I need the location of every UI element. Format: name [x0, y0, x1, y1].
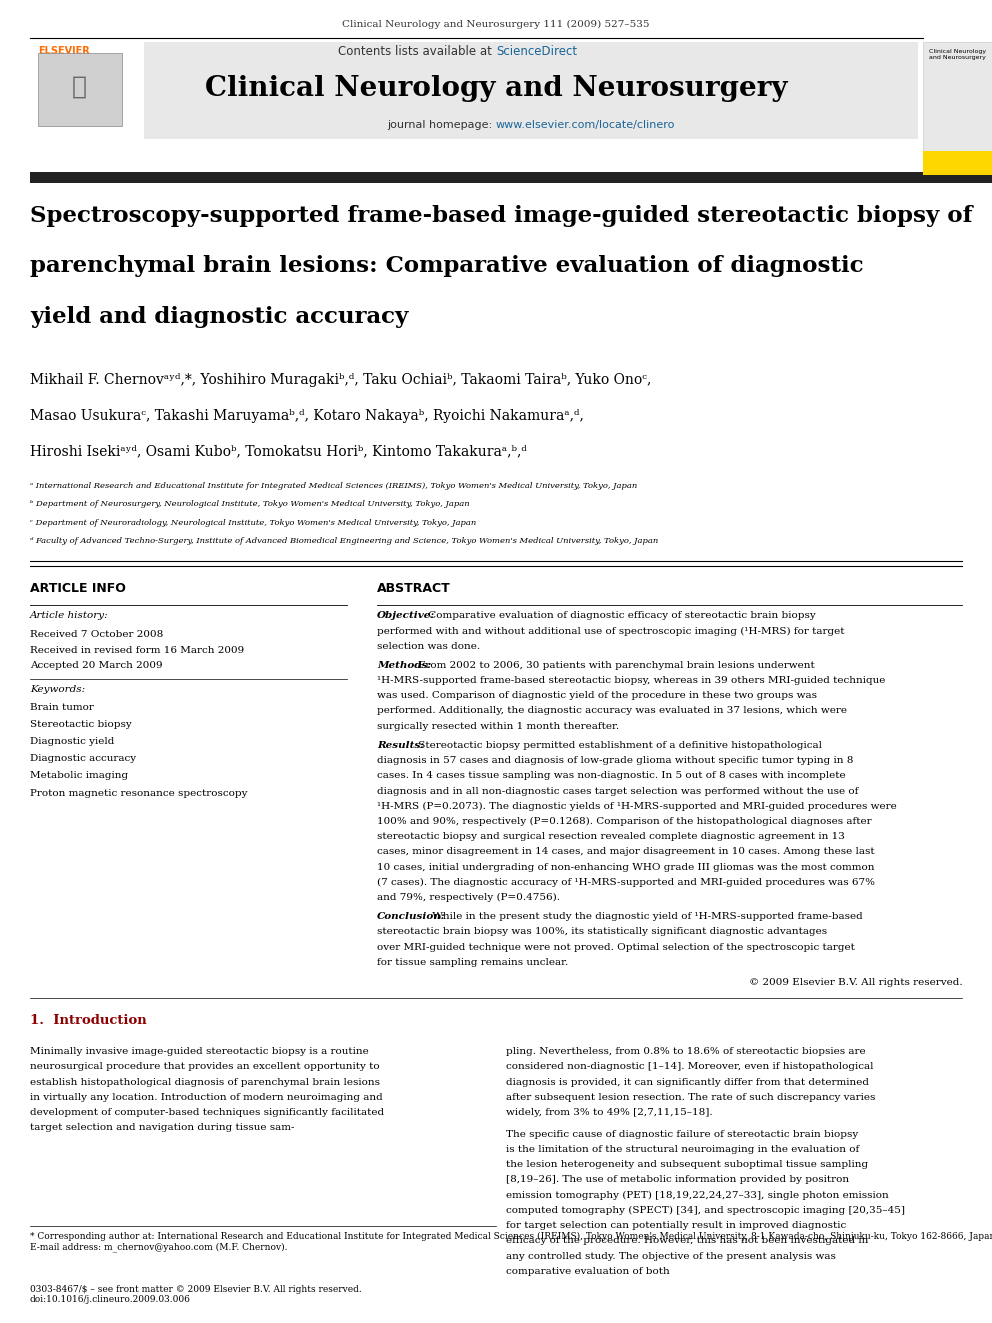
Text: Mikhail F. Chernovᵃʸᵈ,*, Yoshihiro Muragakiᵇ,ᵈ, Taku Ochiaiᵇ, Takaomi Tairaᵇ, Yu: Mikhail F. Chernovᵃʸᵈ,*, Yoshihiro Murag…: [30, 373, 651, 388]
Text: selection was done.: selection was done.: [377, 642, 480, 651]
Text: for target selection can potentially result in improved diagnostic: for target selection can potentially res…: [506, 1221, 846, 1230]
Text: target selection and navigation during tissue sam-: target selection and navigation during t…: [30, 1123, 295, 1132]
Text: the lesion heterogeneity and subsequent suboptimal tissue sampling: the lesion heterogeneity and subsequent …: [506, 1160, 868, 1170]
Text: Brain tumor: Brain tumor: [30, 703, 93, 712]
FancyBboxPatch shape: [69, 42, 918, 139]
Text: Clinical Neurology and Neurosurgery: Clinical Neurology and Neurosurgery: [204, 75, 788, 102]
Text: stereotactic biopsy and surgical resection revealed complete diagnostic agreemen: stereotactic biopsy and surgical resecti…: [377, 832, 845, 841]
Text: yield and diagnostic accuracy: yield and diagnostic accuracy: [30, 306, 408, 328]
Text: ¹H-MRS (P=0.2073). The diagnostic yields of ¹H-MRS-supported and MRI-guided proc: ¹H-MRS (P=0.2073). The diagnostic yields…: [377, 802, 897, 811]
Text: Spectroscopy-supported frame-based image-guided stereotactic biopsy of: Spectroscopy-supported frame-based image…: [30, 205, 972, 228]
Text: over MRI-guided technique were not proved. Optimal selection of the spectroscopi: over MRI-guided technique were not prove…: [377, 942, 855, 951]
Text: Contents lists available at: Contents lists available at: [338, 45, 496, 58]
Text: 🌳: 🌳: [71, 75, 87, 99]
Text: 1.  Introduction: 1. Introduction: [30, 1015, 147, 1027]
Text: [8,19–26]. The use of metabolic information provided by positron: [8,19–26]. The use of metabolic informat…: [506, 1176, 849, 1184]
Text: Results:: Results:: [377, 741, 425, 750]
Text: cases. In 4 cases tissue sampling was non-diagnostic. In 5 out of 8 cases with i: cases. In 4 cases tissue sampling was no…: [377, 771, 845, 781]
Text: Diagnostic accuracy: Diagnostic accuracy: [30, 754, 136, 763]
FancyBboxPatch shape: [30, 172, 992, 183]
Text: stereotactic brain biopsy was 100%, its statistically significant diagnostic adv: stereotactic brain biopsy was 100%, its …: [377, 927, 827, 937]
Text: in virtually any location. Introduction of modern neuroimaging and: in virtually any location. Introduction …: [30, 1093, 383, 1102]
Text: Masao Usukuraᶜ, Takashi Maruyamaᵇ,ᵈ, Kotaro Nakayaᵇ, Ryoichi Nakamuraᵃ,ᵈ,: Masao Usukuraᶜ, Takashi Maruyamaᵇ,ᵈ, Kot…: [30, 409, 583, 423]
Text: ᵇ Department of Neurosurgery, Neurological Institute, Tokyo Women's Medical Univ: ᵇ Department of Neurosurgery, Neurologic…: [30, 500, 469, 508]
Text: 10 cases, initial undergrading of non-enhancing WHO grade III gliomas was the mo: 10 cases, initial undergrading of non-en…: [377, 863, 875, 872]
Text: Proton magnetic resonance spectroscopy: Proton magnetic resonance spectroscopy: [30, 789, 247, 798]
Text: www.elsevier.com/locate/clinero: www.elsevier.com/locate/clinero: [496, 120, 676, 131]
Text: diagnosis and in all non-diagnostic cases target selection was performed without: diagnosis and in all non-diagnostic case…: [377, 786, 858, 795]
Text: Clinical Neurology
and Neurosurgery: Clinical Neurology and Neurosurgery: [929, 49, 986, 60]
Text: 100% and 90%, respectively (P=0.1268). Comparison of the histopathological diagn: 100% and 90%, respectively (P=0.1268). C…: [377, 816, 872, 826]
Text: Accepted 20 March 2009: Accepted 20 March 2009: [30, 662, 163, 671]
FancyBboxPatch shape: [923, 42, 992, 175]
Text: Clinical Neurology and Neurosurgery 111 (2009) 527–535: Clinical Neurology and Neurosurgery 111 …: [342, 20, 650, 29]
Text: neurosurgical procedure that provides an excellent opportunity to: neurosurgical procedure that provides an…: [30, 1062, 379, 1072]
Text: comparative evaluation of both: comparative evaluation of both: [506, 1267, 670, 1275]
Text: Article history:: Article history:: [30, 611, 108, 620]
Text: From 2002 to 2006, 30 patients with parenchymal brain lesions underwent: From 2002 to 2006, 30 patients with pare…: [415, 660, 814, 669]
Text: Stereotactic biopsy: Stereotactic biopsy: [30, 720, 132, 729]
Text: Received 7 October 2008: Received 7 October 2008: [30, 630, 163, 639]
Text: ᵈ Faculty of Advanced Techno-Surgery, Institute of Advanced Biomedical Engineeri: ᵈ Faculty of Advanced Techno-Surgery, In…: [30, 537, 658, 545]
Text: Objective:: Objective:: [377, 611, 435, 620]
Text: Diagnostic yield: Diagnostic yield: [30, 737, 114, 746]
Text: Conclusion:: Conclusion:: [377, 913, 445, 921]
Text: ¹H-MRS-supported frame-based stereotactic biopsy, whereas in 39 others MRI-guide: ¹H-MRS-supported frame-based stereotacti…: [377, 676, 885, 685]
Text: any controlled study. The objective of the present analysis was: any controlled study. The objective of t…: [506, 1252, 836, 1261]
Text: ARTICLE INFO: ARTICLE INFO: [30, 582, 126, 595]
Text: The specific cause of diagnostic failure of stereotactic brain biopsy: The specific cause of diagnostic failure…: [506, 1130, 858, 1139]
Text: performed with and without additional use of spectroscopic imaging (¹H-MRS) for : performed with and without additional us…: [377, 626, 844, 635]
Text: and 79%, respectively (P=0.4756).: and 79%, respectively (P=0.4756).: [377, 893, 559, 902]
Text: pling. Nevertheless, from 0.8% to 18.6% of stereotactic biopsies are: pling. Nevertheless, from 0.8% to 18.6% …: [506, 1048, 866, 1056]
Text: © 2009 Elsevier B.V. All rights reserved.: © 2009 Elsevier B.V. All rights reserved…: [749, 979, 962, 987]
Text: cases, minor disagreement in 14 cases, and major disagreement in 10 cases. Among: cases, minor disagreement in 14 cases, a…: [377, 847, 875, 856]
FancyBboxPatch shape: [30, 42, 144, 175]
FancyBboxPatch shape: [38, 53, 122, 126]
Text: computed tomography (SPECT) [34], and spectroscopic imaging [20,35–45]: computed tomography (SPECT) [34], and sp…: [506, 1207, 905, 1215]
Text: Comparative evaluation of diagnostic efficacy of stereotactic brain biopsy: Comparative evaluation of diagnostic eff…: [425, 611, 815, 620]
Text: While in the present study the diagnostic yield of ¹H-MRS-supported frame-based: While in the present study the diagnosti…: [430, 913, 863, 921]
Text: parenchymal brain lesions: Comparative evaluation of diagnostic: parenchymal brain lesions: Comparative e…: [30, 255, 863, 278]
Text: for tissue sampling remains unclear.: for tissue sampling remains unclear.: [377, 958, 568, 967]
Text: Hiroshi Isekiᵃʸᵈ, Osami Kuboᵇ, Tomokatsu Horiᵇ, Kintomo Takakuraᵃ,ᵇ,ᵈ: Hiroshi Isekiᵃʸᵈ, Osami Kuboᵇ, Tomokatsu…: [30, 445, 527, 459]
Text: diagnosis is provided, it can significantly differ from that determined: diagnosis is provided, it can significan…: [506, 1077, 869, 1086]
Text: ABSTRACT: ABSTRACT: [377, 582, 450, 595]
Text: ᵃ International Research and Educational Institute for Integrated Medical Scienc: ᵃ International Research and Educational…: [30, 482, 637, 490]
Text: Received in revised form 16 March 2009: Received in revised form 16 March 2009: [30, 646, 244, 655]
Text: Methods:: Methods:: [377, 660, 432, 669]
FancyBboxPatch shape: [923, 151, 992, 175]
Text: 0303-8467/$ – see front matter © 2009 Elsevier B.V. All rights reserved.
doi:10.: 0303-8467/$ – see front matter © 2009 El…: [30, 1285, 361, 1304]
Text: Stereotactic biopsy permitted establishment of a definitive histopathological: Stereotactic biopsy permitted establishm…: [415, 741, 822, 750]
Text: establish histopathological diagnosis of parenchymal brain lesions: establish histopathological diagnosis of…: [30, 1077, 380, 1086]
Text: surgically resected within 1 month thereafter.: surgically resected within 1 month there…: [377, 721, 619, 730]
Text: journal homepage:: journal homepage:: [387, 120, 496, 131]
Text: * Corresponding author at: International Research and Educational Institute for : * Corresponding author at: International…: [30, 1232, 992, 1252]
Text: is the limitation of the structural neuroimaging in the evaluation of: is the limitation of the structural neur…: [506, 1146, 859, 1154]
Text: ᶜ Department of Neuroradiology, Neurological Institute, Tokyo Women's Medical Un: ᶜ Department of Neuroradiology, Neurolog…: [30, 519, 476, 527]
Text: was used. Comparison of diagnostic yield of the procedure in these two groups wa: was used. Comparison of diagnostic yield…: [377, 691, 817, 700]
Text: Metabolic imaging: Metabolic imaging: [30, 771, 128, 781]
Text: (7 cases). The diagnostic accuracy of ¹H-MRS-supported and MRI-guided procedures: (7 cases). The diagnostic accuracy of ¹H…: [377, 878, 875, 886]
Text: considered non-diagnostic [1–14]. Moreover, even if histopathological: considered non-diagnostic [1–14]. Moreov…: [506, 1062, 873, 1072]
Text: Minimally invasive image-guided stereotactic biopsy is a routine: Minimally invasive image-guided stereota…: [30, 1048, 368, 1056]
Text: widely, from 3% to 49% [2,7,11,15–18].: widely, from 3% to 49% [2,7,11,15–18].: [506, 1109, 712, 1117]
Text: efficacy of the procedure. However, this has not been investigated in: efficacy of the procedure. However, this…: [506, 1237, 868, 1245]
Text: after subsequent lesion resection. The rate of such discrepancy varies: after subsequent lesion resection. The r…: [506, 1093, 875, 1102]
Text: ScienceDirect: ScienceDirect: [496, 45, 577, 58]
Text: diagnosis in 57 cases and diagnosis of low-grade glioma without specific tumor t: diagnosis in 57 cases and diagnosis of l…: [377, 755, 853, 765]
Text: development of computer-based techniques significantly facilitated: development of computer-based techniques…: [30, 1109, 384, 1117]
Text: emission tomography (PET) [18,19,22,24,27–33], single photon emission: emission tomography (PET) [18,19,22,24,2…: [506, 1191, 889, 1200]
Text: performed. Additionally, the diagnostic accuracy was evaluated in 37 lesions, wh: performed. Additionally, the diagnostic …: [377, 706, 847, 716]
Text: Keywords:: Keywords:: [30, 685, 85, 695]
Text: ELSEVIER: ELSEVIER: [38, 46, 89, 57]
